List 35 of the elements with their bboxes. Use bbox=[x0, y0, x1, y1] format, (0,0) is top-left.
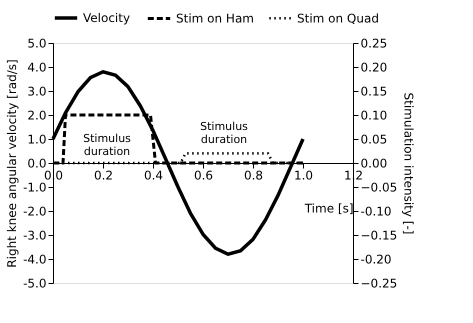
y-tick-label: 4.0 bbox=[27, 60, 46, 74]
y2-tick-label: 0.05 bbox=[360, 132, 388, 146]
y-tick-label: 3.0 bbox=[27, 84, 46, 98]
x-axis-title: Time [s] bbox=[304, 202, 354, 216]
y2-tick-label: 0.00 bbox=[360, 156, 388, 170]
y-tick-label: 5.0 bbox=[27, 36, 46, 50]
x-tick-label: 0.6 bbox=[194, 168, 214, 182]
x-tick-label: 0.4 bbox=[144, 168, 164, 182]
y-tick-label: 2.0 bbox=[27, 108, 46, 122]
y2-tick-label: −0.15 bbox=[360, 228, 398, 242]
legend-label: Velocity bbox=[83, 11, 130, 25]
annotation: Stimulus duration bbox=[83, 132, 132, 158]
x-tick-label: 0.2 bbox=[94, 168, 114, 182]
y2-tick-label: 0.25 bbox=[360, 36, 388, 50]
y-tick-label: -3.0 bbox=[23, 228, 46, 242]
y2-tick-label: -0.20 bbox=[360, 252, 392, 266]
y2-axis-title: Stimulation intensity [-] bbox=[401, 92, 416, 234]
y-tick-label: 0.0 bbox=[27, 156, 46, 170]
y2-tick-label: −0.25 bbox=[360, 276, 398, 290]
y2-tick-label: 0.10 bbox=[360, 108, 388, 122]
y2-tick-label: −0.05 bbox=[360, 180, 398, 194]
x-tick-label: 0.8 bbox=[244, 168, 264, 182]
y-tick-label: -4.0 bbox=[23, 252, 46, 266]
y-tick-label: 1.0 bbox=[27, 132, 46, 146]
y2-tick-label: -0.10 bbox=[360, 204, 392, 218]
y2-tick-label: 0.15 bbox=[360, 84, 388, 98]
y-axis-title: Right knee angular velocity [rad/s] bbox=[5, 59, 20, 268]
y-tick-label: -2.0 bbox=[23, 204, 46, 218]
legend-label: Stim on Ham bbox=[176, 12, 254, 26]
annotation: Stimulus duration bbox=[200, 120, 248, 146]
x-tick-label: 1.0 bbox=[294, 168, 314, 182]
legend-label: Stim on Quad bbox=[297, 11, 379, 26]
y-tick-label: -1.0 bbox=[23, 180, 46, 194]
y2-tick-label: 0.20 bbox=[360, 60, 388, 74]
y-tick-label: -5.0 bbox=[23, 276, 46, 290]
